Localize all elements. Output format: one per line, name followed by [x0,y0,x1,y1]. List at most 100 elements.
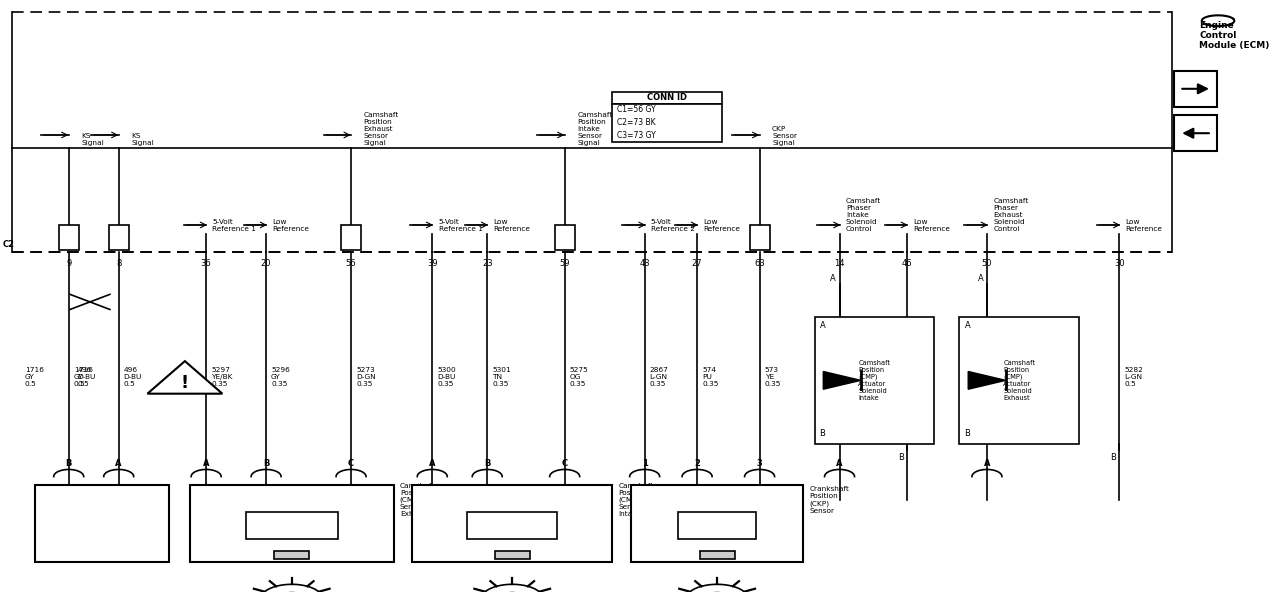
Text: Camshaft
Position
(CMP)
Actuator
Solenoid
Exhaust: Camshaft Position (CMP) Actuator Solenoi… [1004,359,1036,401]
Text: A: A [204,459,210,468]
Bar [59,225,78,250]
Text: Camshaft
Position
(CMP)
Actuator
Solenoid
Intake: Camshaft Position (CMP) Actuator Solenoi… [859,359,891,401]
Text: 452
TN
0.5: 452 TN 0.5 [992,367,1006,387]
Polygon shape [147,361,223,394]
Text: Crankshaft
Position
(CKP)
Sensor: Crankshaft Position (CKP) Sensor [809,487,850,514]
Text: 63: 63 [754,259,765,268]
Text: B: B [65,459,72,468]
Bar [246,512,338,539]
Text: Low
Reference: Low Reference [273,219,310,232]
Text: Camshaft
Position
Exhaust
Sensor
Signal: Camshaft Position Exhaust Sensor Signal [364,112,399,146]
Text: 496
D-BU
0.5: 496 D-BU 0.5 [78,367,96,387]
Text: B: B [262,459,269,468]
Text: B: B [1110,453,1116,462]
Text: C: C [348,459,355,468]
Bar [678,512,756,539]
Bar [631,485,804,562]
Bar [750,225,769,250]
Text: B: B [819,429,826,438]
Text: 5282
L-GN
0.5: 5282 L-GN 0.5 [1124,367,1143,387]
Bar [467,512,557,539]
Text: 1716
GY
0.5: 1716 GY 0.5 [74,367,92,387]
Bar [554,225,575,250]
Text: Knock
Sensor
(KS): Knock Sensor (KS) [212,490,237,510]
Text: 5-Volt
Reference 2: 5-Volt Reference 2 [652,219,695,232]
Text: C3=73 GY: C3=73 GY [617,131,655,140]
Text: A: A [964,321,970,330]
Text: 5-Volt
Reference 1: 5-Volt Reference 1 [212,219,256,232]
Text: 23: 23 [481,259,493,268]
Text: Low
Reference: Low Reference [1125,219,1162,232]
Text: 46: 46 [901,259,913,268]
Bar [700,551,735,559]
Text: 1716
GY
0.5: 1716 GY 0.5 [26,367,44,387]
Text: 14: 14 [835,259,845,268]
Bar [412,485,612,562]
Bar [274,551,310,559]
Bar [495,551,530,559]
Text: 3: 3 [756,459,763,468]
Text: KS
Signal: KS Signal [81,133,104,146]
Text: B: B [897,453,904,462]
Text: 20: 20 [261,259,271,268]
Text: 5296
GY
0.35: 5296 GY 0.35 [271,367,289,387]
Bar [35,485,169,562]
Text: Low
Reference: Low Reference [913,219,950,232]
Text: !: ! [180,374,189,392]
Text: 573
YE
0.35: 573 YE 0.35 [764,367,781,387]
Text: 5297
YE/BK
0.35: 5297 YE/BK 0.35 [211,367,233,387]
Bar [612,92,722,104]
Bar [1174,115,1217,151]
Text: A: A [978,274,983,283]
Text: 5273
D-GN
0.35: 5273 D-GN 0.35 [356,367,375,387]
Bar [109,225,129,250]
Text: 2867
L-GN
0.35: 2867 L-GN 0.35 [650,367,668,387]
Text: 5300
D-BU
0.35: 5300 D-BU 0.35 [438,367,456,387]
Text: C: C [562,459,568,468]
Text: 50: 50 [982,259,992,268]
Bar [1174,71,1217,107]
Text: 5301
TN
0.35: 5301 TN 0.35 [493,367,511,387]
Bar [612,104,722,142]
Text: A: A [984,459,991,468]
Text: A: A [831,274,836,283]
Text: KS
Signal: KS Signal [131,133,154,146]
Text: Camshaft
Phaser
Exhaust
Solenoid
Control: Camshaft Phaser Exhaust Solenoid Control [993,198,1028,232]
Text: C1=56 GY: C1=56 GY [617,105,655,114]
Text: Camshaft
Position
(CMP)
Sensor
Exhaust: Camshaft Position (CMP) Sensor Exhaust [399,483,435,517]
Text: Camshaft
Position
Intake
Sensor
Signal: Camshaft Position Intake Sensor Signal [577,112,612,146]
Text: 5284
PU
0.5: 5284 PU 0.5 [845,367,863,387]
Bar [340,225,361,250]
Text: 8: 8 [116,259,122,268]
Text: CONN ID: CONN ID [648,93,687,102]
Text: CKP
Sensor
Signal: CKP Sensor Signal [772,126,797,146]
Text: 574
PU
0.35: 574 PU 0.35 [703,367,718,387]
Text: Camshaft
Phaser
Intake
Solenoid
Control: Camshaft Phaser Intake Solenoid Control [846,198,881,232]
Text: 43: 43 [639,259,650,268]
Text: 27: 27 [691,259,703,268]
Bar [814,317,934,444]
Text: 5275
OG
0.35: 5275 OG 0.35 [570,367,589,387]
Text: C2: C2 [3,240,14,249]
Text: Camshaft
Position
(CMP)
Sensor
Intake: Camshaft Position (CMP) Sensor Intake [618,483,654,517]
Text: 56: 56 [346,259,356,268]
Bar [189,485,393,562]
Text: A: A [819,321,826,330]
Text: Low
Reference: Low Reference [494,219,530,232]
Text: 36: 36 [201,259,211,268]
Text: 496
D-BU
0.5: 496 D-BU 0.5 [124,367,142,387]
Text: 2199
TN
0.5: 2199 TN 0.5 [911,367,931,387]
Text: 1: 1 [641,459,648,468]
Polygon shape [968,372,1006,390]
Bar [960,317,1079,444]
Text: B: B [964,429,970,438]
Text: 2: 2 [694,459,700,468]
Text: C2=73 BK: C2=73 BK [617,118,655,127]
Text: A: A [115,459,122,468]
Text: A: A [429,459,435,468]
Text: B: B [484,459,490,468]
Text: 5-Volt
Reference 1: 5-Volt Reference 1 [439,219,483,232]
Polygon shape [823,372,860,390]
Text: 59: 59 [559,259,570,268]
Text: A: A [836,459,842,468]
